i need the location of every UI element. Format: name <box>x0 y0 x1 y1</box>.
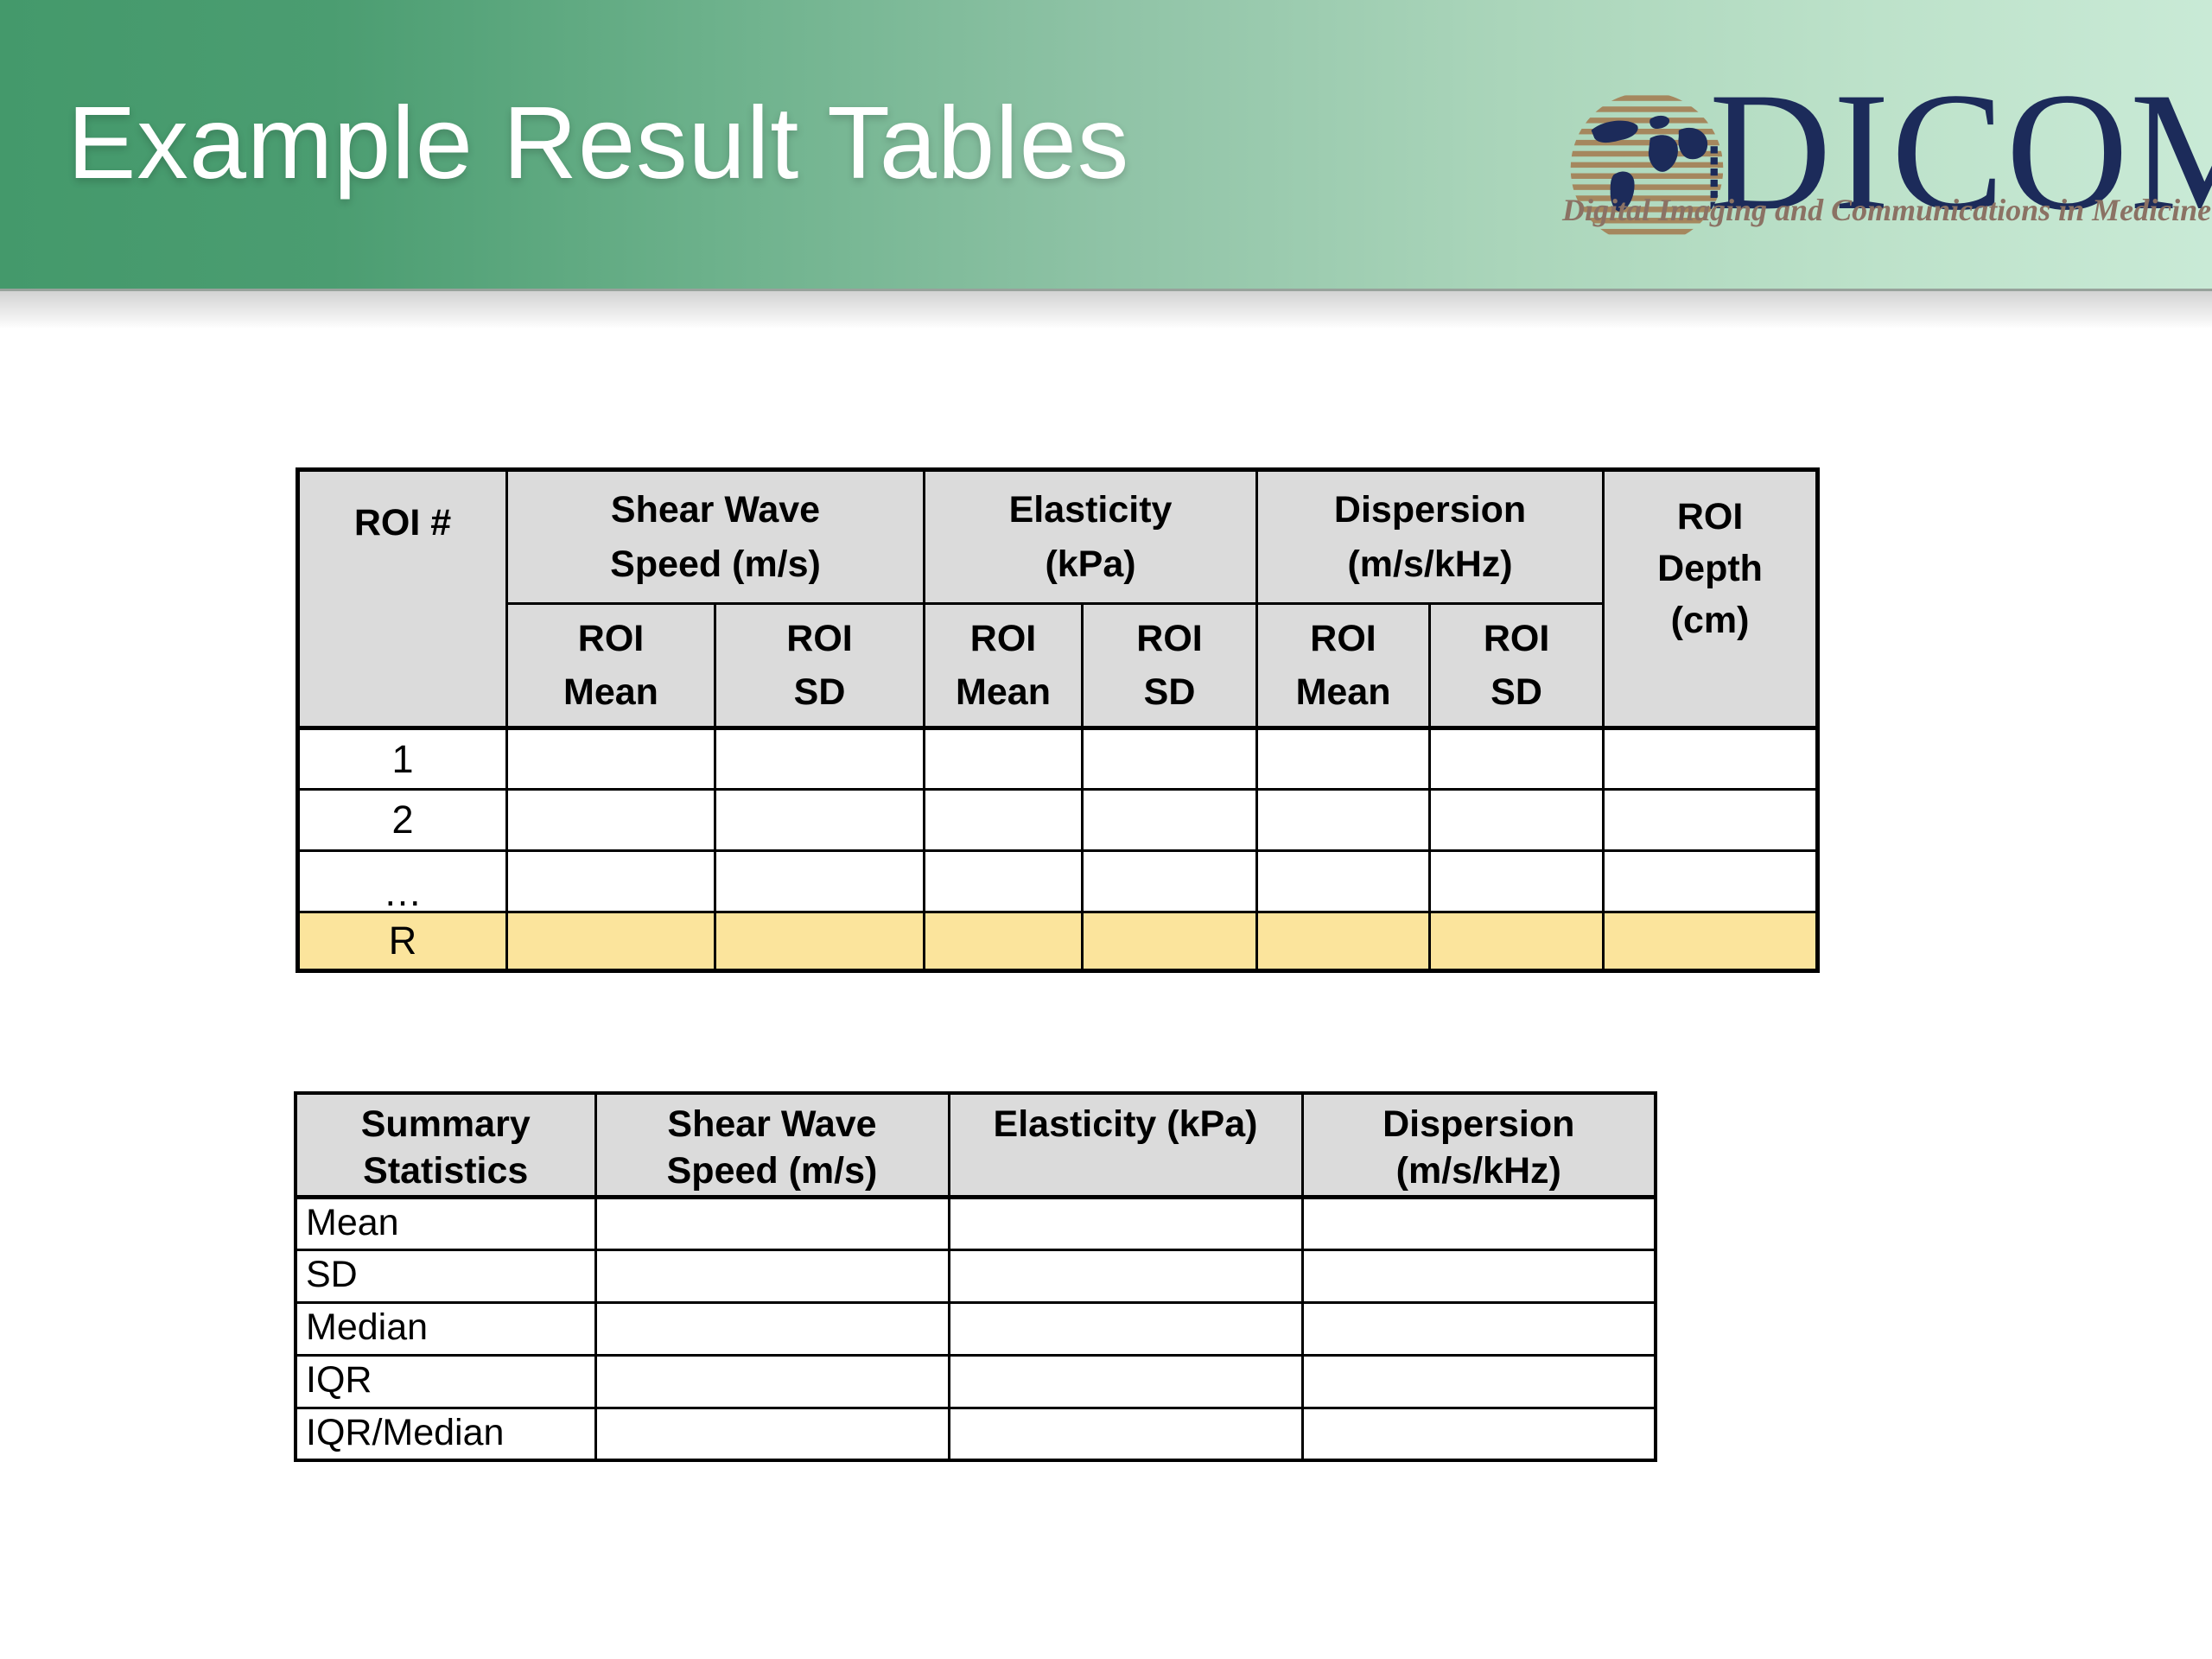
summary-row-label: Median <box>294 1300 597 1357</box>
dicom-tagline: Digital Imaging and Communications in Me… <box>1562 193 2212 227</box>
table-row: 2 <box>296 788 1820 852</box>
empty-data-cell <box>923 849 1084 913</box>
empty-data-cell <box>1428 849 1605 913</box>
empty-data-cell <box>1428 788 1605 852</box>
empty-data-cell <box>594 1406 950 1462</box>
empty-data-cell <box>505 788 716 852</box>
dicom-logo: DICOMSM Digital Imaging and Communicatio… <box>1560 52 2212 251</box>
empty-data-cell <box>713 911 926 972</box>
summary-elasticity-header: Elasticity (kPa) <box>947 1091 1304 1198</box>
empty-data-cell <box>923 726 1084 791</box>
empty-data-cell <box>1300 1406 1657 1462</box>
dispersion-group-header: Dispersion (m/s/kHz) <box>1255 468 1605 605</box>
summary-row-label: SD <box>294 1248 597 1304</box>
empty-data-cell <box>923 788 1084 852</box>
elasticity-roi-mean-header: ROI Mean <box>923 602 1084 729</box>
empty-data-cell <box>1081 788 1259 852</box>
roi-row-label: R <box>296 911 508 972</box>
roi-row-label: 2 <box>296 788 508 852</box>
empty-data-cell <box>947 1300 1304 1357</box>
empty-data-cell <box>947 1248 1304 1304</box>
shear-wave-speed-group-header: Shear Wave Speed (m/s) <box>505 468 926 605</box>
empty-data-cell <box>505 911 716 972</box>
summary-statistics-header: Summary Statistics <box>294 1091 597 1198</box>
empty-data-cell <box>713 849 926 913</box>
summary-statistics-table: Summary Statistics Shear Wave Speed (m/s… <box>294 1091 1657 1462</box>
empty-data-cell <box>947 1194 1304 1251</box>
empty-data-cell <box>1428 911 1605 972</box>
empty-data-cell <box>1255 911 1432 972</box>
empty-data-cell <box>594 1353 950 1409</box>
summary-row-label: IQR <box>294 1353 597 1409</box>
elasticity-group-header: Elasticity (kPa) <box>923 468 1259 605</box>
roi-row-label: 1 <box>296 726 508 791</box>
header-shadow <box>0 291 2212 329</box>
summary-sws-header: Shear Wave Speed (m/s) <box>594 1091 950 1198</box>
empty-data-cell <box>505 849 716 913</box>
table-row: 1 <box>296 726 1820 791</box>
empty-data-cell <box>1300 1194 1657 1251</box>
empty-data-cell <box>713 726 926 791</box>
table-row: Median <box>294 1300 1657 1357</box>
dispersion-roi-mean-header: ROI Mean <box>1255 602 1432 729</box>
table-row: SD <box>294 1248 1657 1304</box>
empty-data-cell <box>594 1194 950 1251</box>
empty-data-cell <box>1602 726 1820 791</box>
table-row: IQR <box>294 1353 1657 1409</box>
empty-data-cell <box>1081 849 1259 913</box>
roi-results-table: ROI # Shear Wave Speed (m/s) Elasticity … <box>296 467 1821 973</box>
dispersion-roi-sd-header: ROI SD <box>1428 602 1605 729</box>
summary-row-label: Mean <box>294 1194 597 1251</box>
empty-data-cell <box>1255 849 1432 913</box>
page-title: Example Result Tables <box>67 86 1130 200</box>
empty-data-cell <box>713 788 926 852</box>
table-row: IQR/Median <box>294 1406 1657 1462</box>
summary-dispersion-header: Dispersion (m/s/kHz) <box>1300 1091 1657 1198</box>
roi-row-label: … <box>296 849 508 913</box>
empty-data-cell <box>1300 1248 1657 1304</box>
empty-data-cell <box>1428 726 1605 791</box>
elasticity-roi-sd-header: ROI SD <box>1081 602 1259 729</box>
empty-data-cell <box>1255 788 1432 852</box>
empty-data-cell <box>1081 726 1259 791</box>
table-row-highlighted: R <box>296 911 1820 972</box>
table-row: Mean <box>294 1194 1657 1251</box>
empty-data-cell <box>594 1300 950 1357</box>
empty-data-cell <box>1300 1300 1657 1357</box>
empty-data-cell <box>923 911 1084 972</box>
table-row: … <box>296 849 1820 913</box>
empty-data-cell <box>1602 849 1820 913</box>
header-banner: Example Result Tables <box>0 0 2212 291</box>
empty-data-cell <box>594 1248 950 1304</box>
dicom-globe-icon <box>1570 95 1724 235</box>
empty-data-cell <box>1300 1353 1657 1409</box>
sws-roi-sd-header: ROI SD <box>713 602 926 729</box>
empty-data-cell <box>947 1353 1304 1409</box>
empty-data-cell <box>1602 788 1820 852</box>
dicom-wordmark: DICOMSM <box>1709 67 2212 237</box>
empty-data-cell <box>1081 911 1259 972</box>
empty-data-cell <box>1602 911 1820 972</box>
empty-data-cell <box>1255 726 1432 791</box>
summary-row-label: IQR/Median <box>294 1406 597 1462</box>
roi-number-header: ROI # <box>296 468 508 729</box>
empty-data-cell <box>505 726 716 791</box>
empty-data-cell <box>947 1406 1304 1462</box>
roi-depth-header: ROI Depth (cm) <box>1602 468 1820 729</box>
dicom-wordmark-text: DICOM <box>1709 58 2212 245</box>
sws-roi-mean-header: ROI Mean <box>505 602 716 729</box>
